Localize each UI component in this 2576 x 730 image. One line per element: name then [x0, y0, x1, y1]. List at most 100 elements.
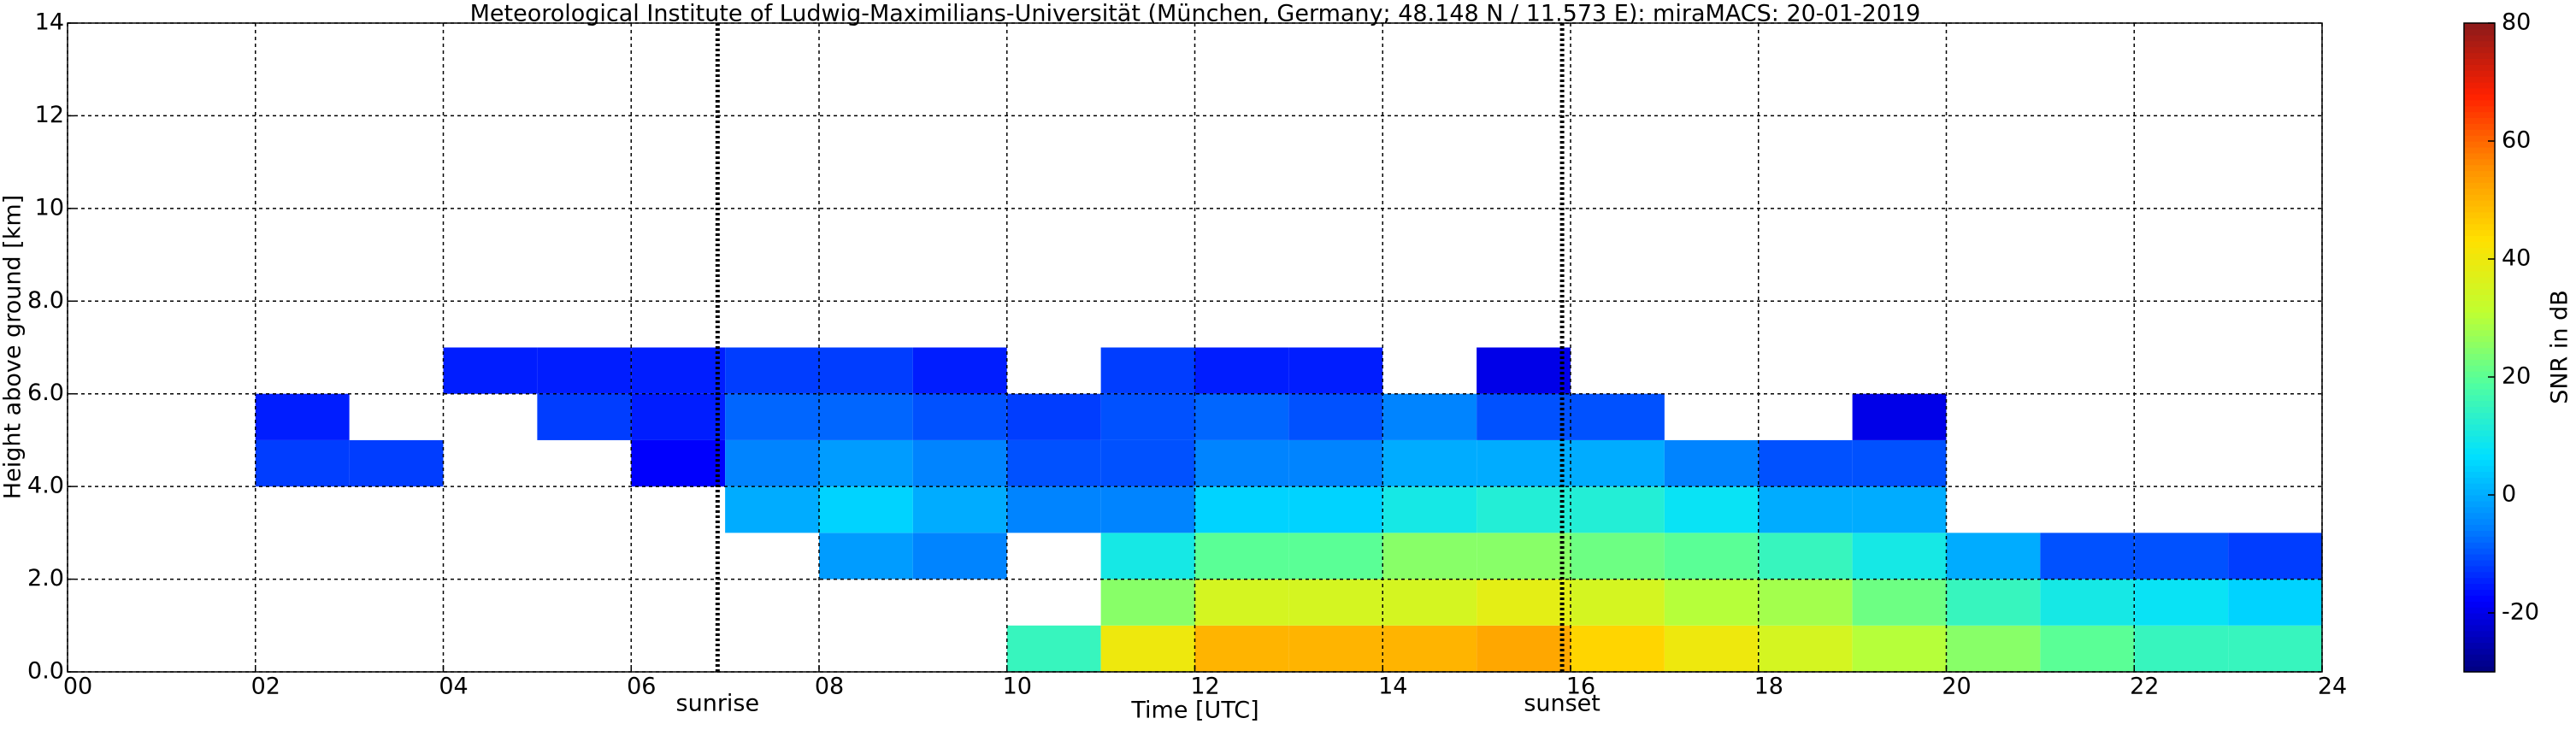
heatmap-cell — [1946, 625, 2041, 672]
heatmap-cell — [537, 393, 632, 440]
heatmap-cell — [1664, 625, 1759, 672]
colorbar-swatch — [2464, 518, 2495, 526]
heatmap-cell — [912, 393, 1007, 440]
y-tick-label: 2.0 — [27, 565, 64, 592]
colorbar-swatch — [2464, 613, 2495, 620]
heatmap-cell — [1194, 439, 1289, 487]
heatmap-cell — [1382, 393, 1477, 440]
heatmap-cell — [631, 347, 726, 394]
colorbar-swatch — [2464, 601, 2495, 608]
colorbar-swatch — [2464, 247, 2495, 254]
heatmap-cell — [1288, 486, 1383, 533]
heatmap-cell — [912, 347, 1007, 394]
colorbar-swatch — [2464, 264, 2495, 272]
heatmap-cell — [1288, 393, 1383, 440]
heatmap-cell — [1382, 486, 1477, 533]
heatmap-cell — [349, 439, 444, 487]
colorbar-swatch — [2464, 93, 2495, 101]
heatmap-cell — [1571, 439, 1665, 487]
x-tick-label: 12 — [1190, 674, 1219, 700]
colorbar-swatch — [2464, 536, 2495, 543]
colorbar-swatch — [2464, 542, 2495, 549]
heatmap-cell — [1288, 347, 1383, 394]
heatmap-cell — [631, 439, 726, 487]
x-tick-label: 08 — [815, 674, 844, 700]
colorbar-swatch — [2464, 441, 2495, 449]
colorbar-tick-label: -20 — [2502, 599, 2539, 626]
colorbar-swatch — [2464, 129, 2495, 136]
heatmap-cell — [1194, 347, 1289, 394]
heatmap-cell — [1758, 579, 1853, 626]
heatmap-cell — [912, 533, 1007, 580]
colorbar-swatch — [2464, 182, 2495, 189]
colorbar-swatch — [2464, 188, 2495, 195]
colorbar-swatch — [2464, 87, 2495, 95]
colorbar-tick-label: 0 — [2502, 481, 2516, 508]
colorbar-swatch — [2464, 436, 2495, 443]
colorbar-swatch — [2464, 465, 2495, 472]
heatmap-cell — [1382, 533, 1477, 580]
heatmap-cell — [1006, 486, 1101, 533]
colorbar-swatch — [2464, 565, 2495, 573]
colorbar-swatch — [2464, 559, 2495, 567]
colorbar-swatch — [2464, 524, 2495, 531]
x-tick-label: 00 — [63, 674, 92, 700]
colorbar-swatch — [2464, 447, 2495, 455]
heatmap-cell — [1571, 393, 1665, 440]
colorbar-swatch — [2464, 500, 2495, 508]
y-tick-label: 4.0 — [27, 473, 64, 499]
heatmap-cell — [1477, 579, 1571, 626]
heatmap-cell — [1477, 347, 1571, 394]
colorbar-swatch — [2464, 135, 2495, 142]
heatmap-cell — [255, 393, 350, 440]
colorbar-swatch — [2464, 377, 2495, 384]
heatmap-cell — [1288, 533, 1383, 580]
heatmap-cell — [1571, 625, 1665, 672]
colorbar-swatch — [2464, 530, 2495, 537]
heatmap-cell — [1477, 486, 1571, 533]
heatmap-cell — [725, 347, 819, 394]
colorbar-swatch — [2464, 194, 2495, 201]
colorbar-swatch — [2464, 241, 2495, 248]
heatmap-cell — [1477, 439, 1571, 487]
colorbar-swatch — [2464, 607, 2495, 614]
heatmap-cell — [1100, 579, 1195, 626]
x-tick-label: 06 — [627, 674, 656, 700]
colorbar-swatch — [2464, 123, 2495, 130]
colorbar-swatch — [2464, 642, 2495, 649]
heatmap-cell — [443, 347, 538, 394]
heatmap-cell — [1571, 486, 1665, 533]
plot-frame — [67, 22, 2323, 673]
x-tick-label: 24 — [2318, 674, 2347, 700]
colorbar-swatch — [2464, 211, 2495, 219]
heatmap-cell — [819, 439, 913, 487]
heatmap-cell — [1382, 579, 1477, 626]
colorbar-swatch — [2464, 146, 2495, 154]
heatmap-cell — [1477, 625, 1571, 672]
colorbar-swatch — [2464, 477, 2495, 484]
colorbar-swatch — [2464, 506, 2495, 514]
heatmap-cell — [725, 486, 819, 533]
heatmap-cell — [1664, 533, 1759, 580]
colorbar-swatch — [2464, 412, 2495, 419]
colorbar-swatch — [2464, 554, 2495, 561]
colorbar-swatch — [2464, 548, 2495, 555]
heatmap-cell — [1758, 533, 1853, 580]
colorbar-swatch — [2464, 28, 2495, 36]
colorbar-swatch — [2464, 654, 2495, 661]
heatmap-cell — [255, 439, 350, 487]
heatmap-cell — [819, 486, 913, 533]
heatmap-cell — [1006, 625, 1101, 672]
colorbar-swatch — [2464, 294, 2495, 301]
colorbar-swatch — [2464, 64, 2495, 71]
heatmap-cell — [1758, 486, 1853, 533]
colorbar-swatch — [2464, 99, 2495, 107]
colorbar-swatch — [2464, 141, 2495, 148]
annotation-label: sunrise — [676, 691, 760, 717]
heatmap-cell — [1477, 533, 1571, 580]
heatmap-cell — [2134, 533, 2229, 580]
colorbar-swatch — [2464, 176, 2495, 183]
heatmap-cell — [1664, 486, 1759, 533]
